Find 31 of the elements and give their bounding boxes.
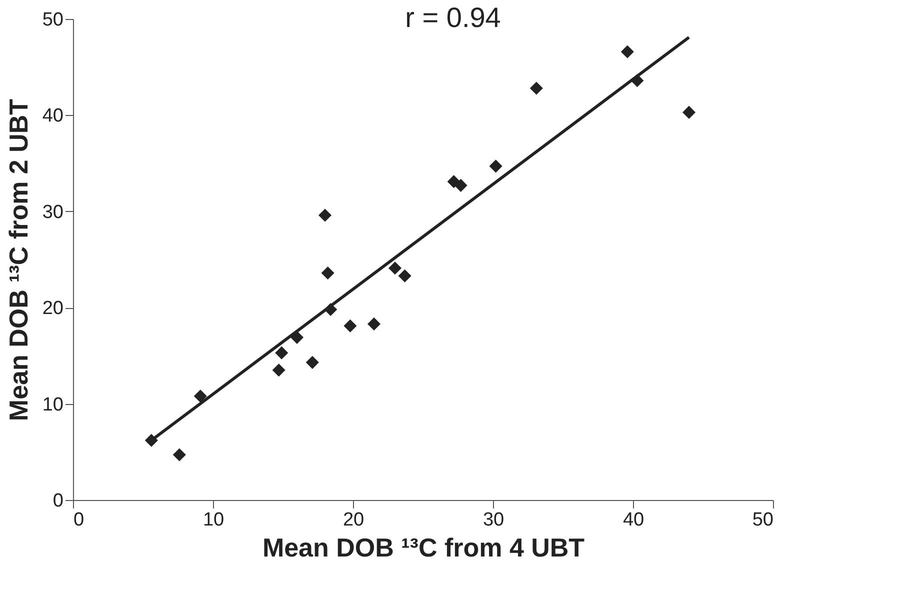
annotation: r = 0.94 — [405, 2, 501, 33]
x-tick-label: 50 — [752, 510, 774, 530]
y-tick-label: 50 — [42, 10, 64, 30]
point — [620, 45, 634, 58]
point — [344, 319, 357, 332]
y-tick-label: 10 — [42, 394, 64, 416]
point — [530, 82, 543, 95]
point — [682, 106, 696, 119]
point — [194, 390, 207, 403]
y-tick-label: 20 — [42, 298, 64, 320]
point — [306, 356, 319, 369]
y-tick-label: 0 — [52, 490, 64, 512]
y-tick-label: 40 — [42, 106, 64, 127]
x-axis-title: Mean DOB ¹³C from 4 UBT — [262, 532, 585, 562]
x-tick-label: 40 — [622, 510, 644, 530]
x-tick-label: 30 — [482, 510, 504, 530]
x-tick-label: 10 — [202, 510, 224, 530]
x-tick-label: 0 — [74, 510, 84, 530]
point — [172, 448, 186, 462]
x-tick-label: 20 — [342, 510, 364, 530]
point — [321, 266, 334, 280]
point — [489, 160, 502, 173]
point — [398, 269, 412, 282]
point — [275, 346, 288, 360]
point — [388, 262, 402, 275]
y-axis-title: Mean DOB ¹³C from 2 UBT — [3, 98, 34, 422]
point — [272, 364, 286, 377]
y-tick-label: 30 — [42, 202, 64, 223]
point — [454, 178, 468, 192]
point — [318, 208, 332, 222]
point — [367, 317, 381, 330]
